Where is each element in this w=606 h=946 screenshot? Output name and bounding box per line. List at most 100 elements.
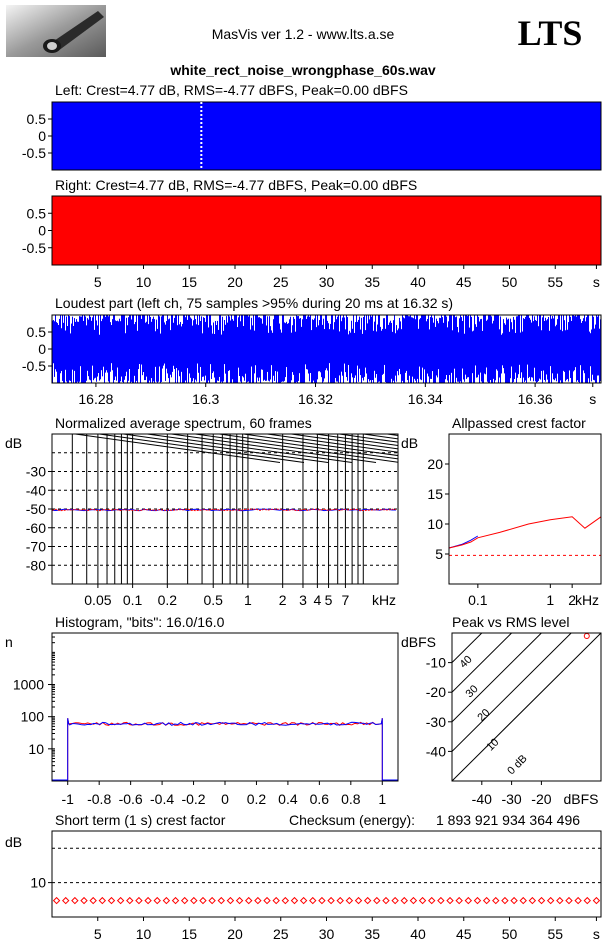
allpass-x-tick-label: 0.1 xyxy=(468,592,488,608)
loudest-gap-top xyxy=(380,315,381,327)
loudest-gap-top xyxy=(227,315,228,323)
loudest-gap-bottom xyxy=(257,377,258,383)
histogram-y-tick-label: 1000 xyxy=(13,677,44,693)
loudest-gap-bottom xyxy=(532,377,533,383)
loudest-gap-bottom xyxy=(566,379,567,383)
shortterm-point xyxy=(153,896,161,905)
loudest-gap-bottom xyxy=(65,369,66,383)
loudest-gap-bottom xyxy=(464,381,465,383)
loudest-gap-bottom xyxy=(379,381,380,383)
loudest-gap-top xyxy=(212,315,213,334)
spectrum-diagonal-line xyxy=(340,404,606,463)
shortterm-point xyxy=(281,896,290,905)
loudest-gap-top xyxy=(190,315,191,318)
loudest-gap-bottom xyxy=(243,377,244,383)
loudest-gap-top xyxy=(515,315,516,333)
loudest-gap-bottom xyxy=(274,380,275,383)
loudest-gap-top xyxy=(63,315,64,323)
loudest-gap-bottom xyxy=(347,380,348,383)
loudest-gap-top xyxy=(243,315,244,327)
shortterm-x-tick-label: 10 xyxy=(136,926,152,942)
loudest-gap-top xyxy=(57,315,58,324)
loudest-gap-bottom xyxy=(486,367,487,383)
loudest-gap-bottom xyxy=(99,380,100,383)
loudest-gap-top xyxy=(333,315,334,330)
loudest-gap-bottom xyxy=(538,380,539,383)
loudest-gap-bottom xyxy=(499,377,500,383)
loudest-gap-bottom xyxy=(291,380,292,383)
loudest-gap-top xyxy=(534,315,535,317)
spectrum-x-tick-label: 4 xyxy=(313,592,321,608)
loudest-gap-top xyxy=(545,315,546,318)
loudest-gap-top xyxy=(381,315,382,331)
loudest-gap-top xyxy=(362,315,363,334)
loudest-gap-top xyxy=(544,315,545,322)
loudest-gap-top xyxy=(472,315,473,332)
loudest-gap-top xyxy=(173,315,174,323)
shortterm-x-tick-label: 55 xyxy=(547,926,563,942)
loudest-gap-bottom xyxy=(210,364,211,383)
loudest-gap-bottom xyxy=(116,380,117,383)
loudest-gap-top xyxy=(486,315,487,321)
loudest-gap-bottom xyxy=(598,375,599,383)
shortterm-point xyxy=(263,896,271,905)
spectrum-x-tick-label: 0.05 xyxy=(84,592,111,608)
loudest-gap-bottom xyxy=(414,378,415,383)
loudest-gap-bottom xyxy=(546,374,547,383)
histogram-x-tick-label: 0.4 xyxy=(278,791,298,807)
loudest-gap-bottom xyxy=(268,380,269,383)
loudest-gap-top xyxy=(513,315,514,317)
loudest-gap-bottom xyxy=(466,378,467,383)
loudest-gap-top xyxy=(198,315,199,326)
loudest-gap-top xyxy=(155,315,156,332)
shortterm-x-tick-label: 45 xyxy=(456,926,472,942)
loudest-gap-top xyxy=(205,315,206,322)
loudest-gap-top xyxy=(552,315,553,317)
loudest-gap-top xyxy=(286,315,287,322)
loudest-gap-bottom xyxy=(451,372,452,383)
loudest-gap-top xyxy=(54,315,55,322)
loudest-gap-bottom xyxy=(141,364,142,383)
loudest-gap-bottom xyxy=(456,377,457,383)
loudest-gap-top xyxy=(202,315,203,334)
loudest-gap-top xyxy=(595,315,596,325)
loudest-gap-top xyxy=(334,315,335,323)
loudest-gap-top xyxy=(161,315,162,317)
shortterm-point xyxy=(135,896,143,905)
loudest-gap-bottom xyxy=(309,381,310,383)
loudest-gap-top xyxy=(101,315,102,322)
loudest-gap-top xyxy=(538,315,539,327)
loudest-gap-bottom xyxy=(325,370,326,383)
loudest-gap-bottom xyxy=(570,377,571,383)
loudest-gap-top xyxy=(250,315,251,330)
spectrum-x-tick-label: 5 xyxy=(325,592,333,608)
loudest-gap-top xyxy=(300,315,301,319)
loudest-gap-top xyxy=(580,315,581,320)
loudest-gap-top xyxy=(201,315,202,317)
loudest-gap-top xyxy=(111,315,112,326)
loudest-gap-bottom xyxy=(277,371,278,383)
loudest-gap-bottom xyxy=(478,374,479,383)
loudest-gap-top xyxy=(337,315,338,317)
loudest-gap-top xyxy=(533,315,534,322)
pvr-diagonal-label: 40 xyxy=(458,653,475,670)
loudest-gap-top xyxy=(120,315,121,322)
shortterm-point xyxy=(373,896,381,905)
histogram-plot: 1000 100 10 -1 -0.8 -0.6 -0.4 -0.2 0 0.2 0.4 0.6 0.8… xyxy=(13,632,399,807)
histogram-unit-n: n xyxy=(5,634,13,650)
loudest-gap-top xyxy=(505,315,506,325)
loudest-gap-bottom xyxy=(173,365,174,383)
loudest-gap-bottom xyxy=(339,375,340,383)
spectrum-x-tick-label: 0.5 xyxy=(203,592,223,608)
allpass-y-tick-label: 5 xyxy=(435,546,443,562)
loudest-gap-top xyxy=(452,315,453,331)
loudest-gap-top xyxy=(548,315,549,317)
loudest-gap-bottom xyxy=(105,372,106,383)
loudest-gap-bottom xyxy=(321,377,322,383)
loudest-gap-bottom xyxy=(555,378,556,383)
pvr-y-tick-label: -40 xyxy=(426,743,446,759)
loudest-gap-bottom xyxy=(201,380,202,383)
shortterm-point xyxy=(382,896,390,905)
loudest-gap-bottom xyxy=(378,381,379,383)
loudest-gap-bottom xyxy=(310,373,311,383)
